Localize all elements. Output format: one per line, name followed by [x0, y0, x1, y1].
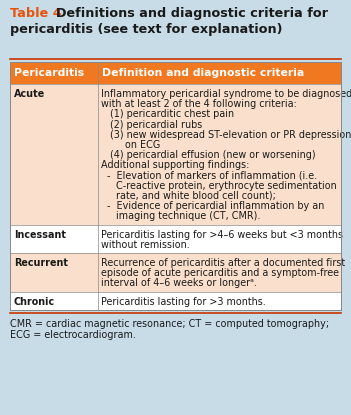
Bar	[10, 253, 341, 292]
Text: ECG = electrocardiogram.: ECG = electrocardiogram.	[10, 330, 136, 340]
Text: Pericarditis lasting for >3 months.: Pericarditis lasting for >3 months.	[101, 297, 265, 307]
Text: (2) pericardial rubs: (2) pericardial rubs	[101, 120, 202, 129]
Text: Recurrent: Recurrent	[14, 258, 68, 268]
Text: Acute: Acute	[14, 89, 45, 99]
Text: (1) pericarditic chest pain: (1) pericarditic chest pain	[101, 110, 234, 120]
Text: (3) new widespread ST-elevation or PR depression: (3) new widespread ST-elevation or PR de…	[101, 130, 351, 140]
Text: Pericarditis: Pericarditis	[14, 68, 84, 78]
Text: C-reactive protein, erythrocyte sedimentation: C-reactive protein, erythrocyte sediment…	[101, 181, 337, 191]
Text: rate, and white blood cell count);: rate, and white blood cell count);	[101, 191, 276, 201]
Text: CMR = cardiac magnetic resonance; CT = computed tomography;: CMR = cardiac magnetic resonance; CT = c…	[10, 319, 329, 329]
Text: with at least 2 of the 4 following criteria:: with at least 2 of the 4 following crite…	[101, 99, 297, 109]
Text: Inflammatory pericardial syndrome to be diagnosed: Inflammatory pericardial syndrome to be …	[101, 89, 351, 99]
Text: Chronic: Chronic	[14, 297, 55, 307]
Bar	[10, 225, 341, 253]
Text: Incessant: Incessant	[14, 229, 66, 239]
Text: (4) pericardial effusion (new or worsening): (4) pericardial effusion (new or worseni…	[101, 150, 315, 160]
Text: -  Elevation of markers of inflammation (i.e.: - Elevation of markers of inflammation (…	[101, 171, 317, 181]
Text: Table 4: Table 4	[10, 7, 62, 20]
Text: Recurrence of pericarditis after a documented first: Recurrence of pericarditis after a docum…	[101, 258, 345, 268]
Bar	[10, 62, 341, 310]
Bar	[10, 292, 341, 310]
Text: Definition and diagnostic criteria: Definition and diagnostic criteria	[102, 68, 304, 78]
Text: Pericarditis lasting for >4–6 weeks but <3 months: Pericarditis lasting for >4–6 weeks but …	[101, 229, 343, 239]
Text: interval of 4–6 weeks or longerᵃ.: interval of 4–6 weeks or longerᵃ.	[101, 278, 257, 288]
Text: episode of acute pericarditis and a symptom-free: episode of acute pericarditis and a symp…	[101, 268, 339, 278]
Text: pericarditis (see text for explanation): pericarditis (see text for explanation)	[10, 23, 283, 36]
Bar	[10, 62, 341, 84]
Bar	[10, 62, 341, 310]
Text: imaging technique (CT, CMR).: imaging technique (CT, CMR).	[101, 211, 260, 221]
Text: without remission.: without remission.	[101, 240, 190, 250]
Text: on ECG: on ECG	[101, 140, 160, 150]
Text: Additional supporting findings:: Additional supporting findings:	[101, 161, 249, 171]
Text: Definitions and diagnostic criteria for: Definitions and diagnostic criteria for	[56, 7, 328, 20]
Bar	[10, 84, 341, 225]
Text: -  Evidence of pericardial inflammation by an: - Evidence of pericardial inflammation b…	[101, 201, 324, 211]
